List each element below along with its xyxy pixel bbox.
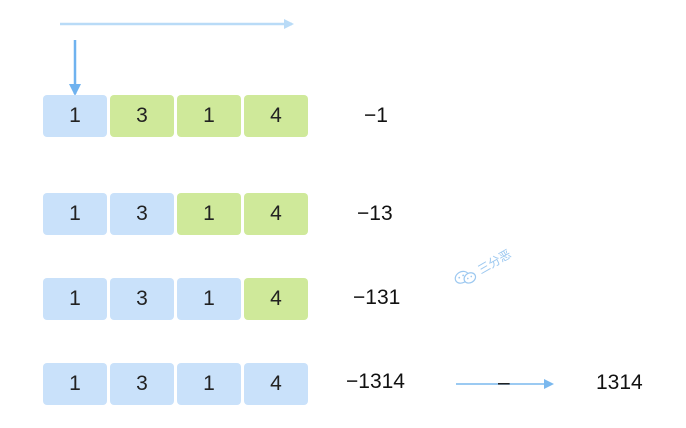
wechat-icon (454, 270, 477, 284)
digit-cell: 4 (244, 363, 308, 405)
final-value: 1314 (596, 371, 643, 394)
row-result: −13 (357, 202, 393, 225)
row-result: −1314 (346, 370, 405, 393)
digit-cell: 1 (43, 193, 107, 235)
digit-cell: 4 (244, 95, 308, 137)
digit-row: 1 3 1 4 (43, 193, 309, 235)
minus-sign: – (498, 371, 510, 394)
row-result: −131 (353, 286, 401, 309)
digit-cell: 1 (177, 95, 241, 137)
digit-cell: 3 (110, 95, 174, 137)
digit-cell: 4 (244, 278, 308, 320)
digit-cell: 1 (43, 363, 107, 405)
digit-row: 1 3 1 4 (43, 95, 309, 137)
digit-cell: 4 (244, 193, 308, 235)
digit-row: 1 3 1 4 (43, 278, 309, 320)
digit-cell: 1 (177, 193, 241, 235)
digit-cell: 1 (43, 278, 107, 320)
digit-cell: 1 (177, 363, 241, 405)
digit-cell: 3 (110, 193, 174, 235)
digit-cell: 3 (110, 278, 174, 320)
watermark: 三分恶 (452, 244, 515, 291)
row-result: −1 (364, 104, 388, 127)
digit-row: 1 3 1 4 (43, 363, 309, 405)
digit-cell: 1 (177, 278, 241, 320)
digit-cell: 1 (43, 95, 107, 137)
digit-cell: 3 (110, 363, 174, 405)
